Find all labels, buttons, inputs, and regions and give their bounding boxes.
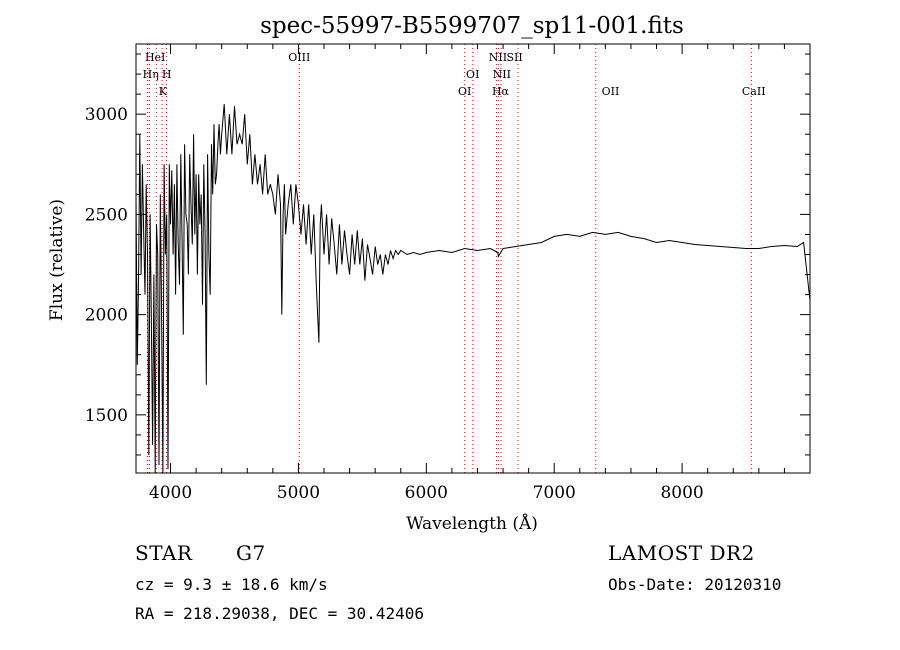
line-marker-label: NII — [489, 51, 507, 64]
chart-title: spec-55997-B5599707_sp11-001.fits — [260, 13, 684, 39]
line-marker-label: Hα — [492, 85, 510, 98]
x-tick-label: 6000 — [405, 483, 448, 503]
object-class: STAR — [135, 541, 193, 565]
observation-date: Obs-Date: 20120310 — [608, 575, 782, 594]
ra-dec-coordinates: RA = 218.29038, DEC = 30.42406 — [135, 604, 424, 623]
y-tick-label: 2000 — [85, 306, 128, 326]
x-tick-label: 4000 — [149, 483, 192, 503]
redshift-velocity: cz = 9.3 ± 18.6 km/s — [135, 575, 328, 594]
y-tick-label: 1500 — [85, 406, 128, 426]
x-tick-label: 5000 — [277, 483, 320, 503]
y-tick-label: 3000 — [85, 105, 128, 125]
spectrum-line — [135, 104, 811, 474]
x-tick-label: 7000 — [533, 483, 576, 503]
line-marker-label: OII — [602, 85, 620, 98]
line-marker-label: OI — [466, 68, 479, 81]
object-subclass: G7 — [236, 541, 266, 565]
line-marker-label: HeI — [145, 51, 165, 64]
plot-frame — [135, 43, 811, 474]
line-marker-label: K — [159, 85, 168, 98]
line-marker-label: NII — [493, 68, 511, 81]
y-axis-label: Flux (relative) — [47, 199, 67, 321]
line-marker-label: Hη — [143, 68, 159, 81]
x-tick-label: 8000 — [660, 483, 703, 503]
x-axis-label: Wavelength (Å) — [406, 513, 538, 534]
survey-name: LAMOST DR2 — [608, 541, 755, 565]
line-marker-label: CaII — [742, 85, 766, 98]
line-markers — [147, 44, 752, 473]
y-tick-label: 2500 — [85, 205, 128, 225]
line-marker-label: H — [162, 68, 172, 81]
x-axis: 4000 5000 6000 7000 8000 — [149, 44, 811, 503]
line-marker-label: OIII — [288, 51, 310, 64]
line-marker-label: SII — [506, 51, 522, 64]
line-marker-label: OI — [458, 85, 471, 98]
y-axis: 1500 2000 2500 3000 — [85, 53, 810, 456]
